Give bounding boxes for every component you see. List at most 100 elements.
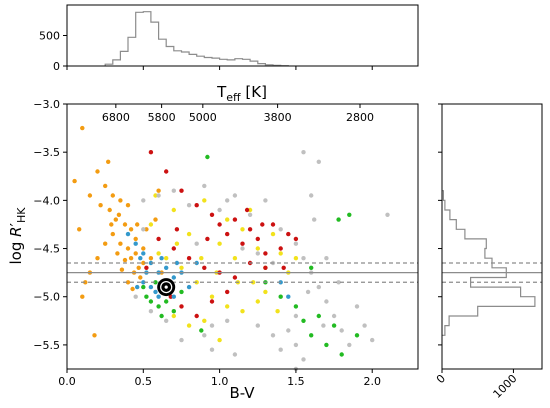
x-tick-label: 2.0: [363, 375, 381, 388]
scatter-point-yellow: [217, 337, 222, 343]
scatter-point-orange: [141, 246, 146, 251]
scatter-point-green: [179, 289, 184, 295]
y-tick-label: −5.0: [33, 291, 60, 304]
scatter-point-gray: [293, 313, 299, 319]
x-tick-label: 0.0: [58, 375, 76, 388]
scatter-points: [72, 125, 390, 372]
y-tick-label: −4.5: [33, 243, 60, 256]
scatter-point-gray: [156, 193, 161, 198]
scatter-point-orange: [148, 256, 154, 261]
scatter-point-gray: [321, 323, 326, 328]
scatter-point-yellow: [179, 265, 184, 270]
scatter-point-red: [247, 227, 253, 232]
scatter-point-orange: [103, 183, 108, 189]
scatter-point-gray: [255, 323, 260, 328]
top-hist-y-tick-label: 0: [53, 60, 60, 73]
scatter-point-green: [293, 304, 299, 309]
scatter-point-yellow: [202, 318, 207, 323]
scatter-point-yellow: [156, 251, 161, 256]
scatter-point-gray: [324, 256, 329, 261]
scatter-point-red: [293, 236, 299, 242]
scatter-point-orange: [156, 188, 161, 193]
scatter-point-gray: [186, 203, 192, 208]
scatter-point-green: [339, 352, 344, 357]
scatter-point-orange: [110, 193, 116, 198]
right-hist-x-ticks: 0 1000: [434, 369, 520, 401]
scatter-point-green: [156, 304, 161, 309]
scatter-point-blue: [159, 256, 164, 261]
scatter-point-orange: [103, 241, 108, 246]
scatter-point-yellow: [270, 231, 276, 237]
scatter-point-gray: [232, 193, 238, 198]
scatter-point-orange: [92, 333, 97, 338]
scatter-point-gray: [209, 323, 215, 328]
scatter-point-orange: [110, 231, 116, 237]
scatter-point-gray: [247, 212, 253, 217]
scatter-point-green: [324, 342, 329, 348]
scatter-point-orange: [95, 169, 100, 174]
scatter-point-red: [179, 304, 184, 309]
right-hist-x-tick-label: 0: [434, 372, 448, 386]
top-hist-frame: [66, 4, 419, 67]
main-x-ticks: 0.0 0.5 1.0 1.5 2.0: [58, 369, 381, 388]
scatter-point-green: [336, 217, 341, 222]
scatter-point-gray: [385, 212, 390, 217]
scatter-point-red: [255, 236, 260, 242]
scatter-point-green: [199, 328, 204, 333]
scatter-point-red: [209, 212, 215, 217]
scatter-point-gray: [164, 318, 169, 323]
scatter-point-gray: [305, 289, 311, 295]
scatter-point-red: [209, 299, 215, 304]
scatter-point-green: [278, 294, 283, 299]
scatter-point-orange: [80, 294, 85, 299]
scatter-point-yellow: [240, 227, 245, 232]
scatter-point-orange: [115, 251, 120, 256]
teff-tick-label: 6800: [102, 111, 130, 124]
scatter-point-red: [202, 265, 207, 270]
scatter-point-yellow: [278, 251, 283, 256]
teff-tick-label: 5000: [189, 111, 217, 124]
scatter-point-red: [186, 256, 192, 261]
scatter-point-orange: [133, 236, 138, 242]
scatter-point-orange: [83, 280, 88, 285]
scatter-point-red: [240, 241, 245, 246]
scatter-point-yellow: [251, 280, 256, 285]
scatter-point-yellow: [255, 299, 260, 304]
x-tick-label: 1.5: [287, 375, 305, 388]
x-tick-label: 1.0: [211, 375, 229, 388]
scatter-point-gray: [324, 299, 329, 304]
scatter-point-orange: [107, 207, 112, 213]
scatter-point-orange: [128, 256, 134, 261]
scatter-point-yellow: [217, 241, 222, 246]
main-scatter-panel: 0.0 0.5 1.0 1.5 2.0 −3.0 −3.5 −4.0 −4.5 −5.0 −5.5…: [7, 83, 419, 402]
teff-ticks: 6800 5800 5000 3800 2800: [102, 104, 374, 124]
scatter-point-orange: [118, 241, 123, 246]
scatter-point-green: [347, 212, 352, 217]
scatter-point-blue: [148, 284, 154, 290]
scatter-point-orange: [106, 159, 111, 164]
scatter-point-yellow: [275, 309, 280, 314]
scatter-point-yellow: [171, 207, 176, 213]
scatter-point-green: [301, 318, 306, 323]
scatter-point-gray: [171, 188, 176, 193]
scatter-point-yellow: [255, 246, 260, 251]
right-hist-x-tick-label: 1000: [491, 372, 520, 401]
scatter-point-green: [159, 313, 164, 319]
right-hist-step: [442, 190, 536, 336]
top-hist-y-tick-label: 500: [39, 30, 60, 43]
scatter-point-gray: [225, 318, 230, 323]
scatter-point-orange: [130, 286, 135, 292]
scatter-point-gray: [316, 159, 321, 164]
scatter-point-blue: [135, 284, 140, 290]
scatter-point-yellow: [225, 304, 230, 309]
y-tick-label: −3.0: [33, 98, 60, 111]
scatter-point-orange: [125, 280, 131, 285]
scatter-point-orange: [135, 222, 140, 227]
highlight-center-dot: [164, 285, 168, 289]
scatter-point-gray: [179, 337, 184, 343]
scatter-point-red: [278, 246, 283, 251]
scatter-point-red: [194, 203, 199, 208]
scatter-point-gray: [225, 198, 230, 203]
scatter-point-gray: [293, 342, 299, 348]
scatter-point-red: [263, 251, 268, 256]
